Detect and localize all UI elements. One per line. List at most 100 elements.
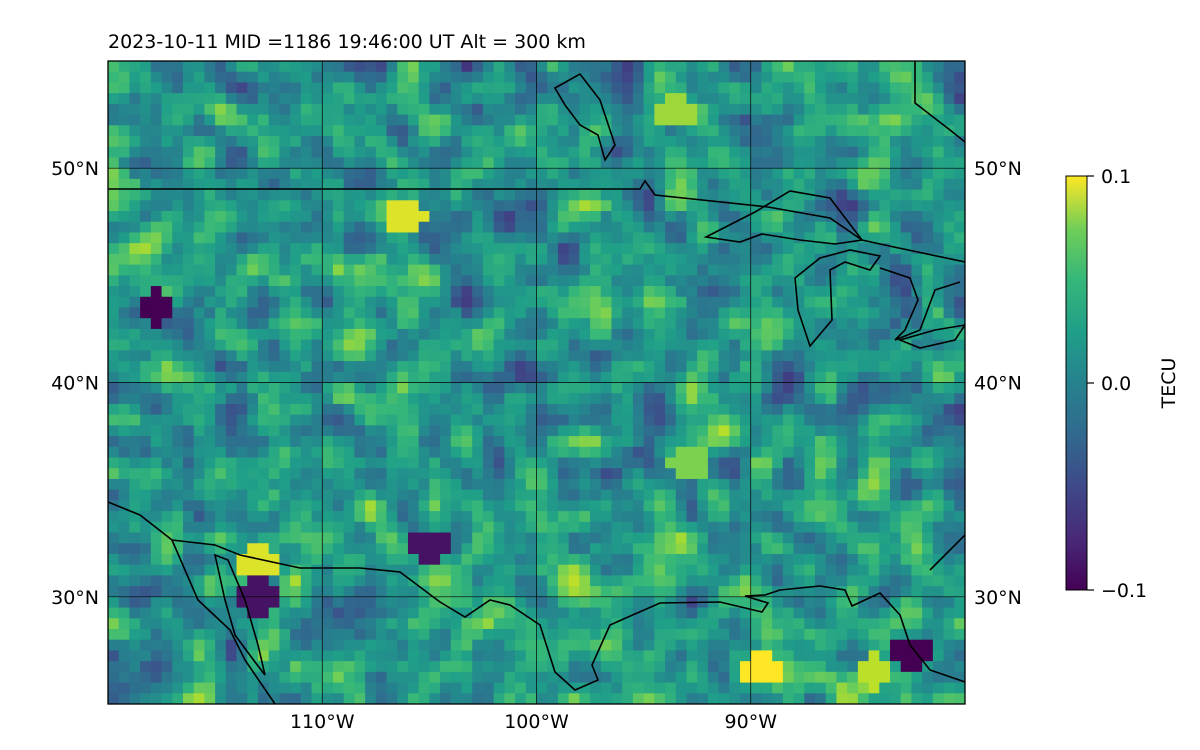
heatmap-cell (772, 446, 784, 459)
heatmap-cell (847, 682, 859, 694)
heatmap-cell (836, 543, 848, 555)
heatmap-cell (407, 371, 420, 384)
heatmap-cell (579, 607, 591, 619)
heatmap-cell (236, 425, 248, 437)
heatmap-cell (954, 586, 965, 598)
heatmap-cell (665, 125, 677, 137)
heatmap-cell (482, 243, 495, 255)
heatmap-cell (943, 211, 955, 223)
heatmap-cell (825, 671, 838, 684)
heatmap-cell (140, 575, 152, 587)
heatmap-cell (804, 243, 816, 255)
heatmap-cell (482, 264, 495, 276)
heatmap-cell (654, 200, 666, 212)
heatmap-cell (440, 489, 452, 501)
heatmap-cell (322, 661, 334, 673)
heatmap-cell (954, 221, 965, 234)
heatmap-cell (215, 221, 227, 234)
heatmap-cell (697, 650, 709, 662)
heatmap-cell (547, 596, 559, 609)
heatmap-cell (547, 371, 559, 384)
heatmap-cell (525, 425, 538, 437)
heatmap-cell (782, 500, 795, 512)
heatmap-cell (547, 436, 559, 448)
heatmap-cell (225, 446, 238, 459)
heatmap-cell (922, 168, 934, 180)
heatmap-cell (525, 553, 538, 566)
heatmap-cell (772, 564, 784, 576)
heatmap-cell (161, 661, 173, 673)
heatmap-cell (140, 382, 152, 394)
heatmap-cell (718, 382, 730, 394)
heatmap-cell (257, 232, 270, 244)
heatmap-cell (268, 178, 280, 191)
heatmap-cell (579, 682, 591, 694)
heatmap-cell (504, 489, 516, 501)
heatmap-cell (536, 221, 548, 234)
heatmap-cell (815, 264, 827, 276)
heatmap-cell (804, 511, 816, 523)
heatmap-cell (365, 436, 377, 448)
heatmap-cell (182, 296, 195, 309)
heatmap-cell (922, 211, 934, 223)
heatmap-cell (600, 553, 613, 566)
heatmap-cell (954, 296, 965, 309)
heatmap-cell (804, 125, 816, 137)
heatmap-cell (611, 61, 623, 73)
heatmap-cell (236, 478, 248, 491)
heatmap-cell (290, 446, 302, 459)
heatmap-cell (365, 671, 377, 684)
heatmap-cell (879, 103, 891, 116)
heatmap-cell (365, 168, 377, 180)
heatmap-cell (900, 125, 913, 137)
heatmap-cell (665, 146, 677, 159)
heatmap-cell (461, 136, 473, 148)
heatmap-cell (525, 253, 538, 266)
heatmap-cell (247, 521, 259, 534)
heatmap-cell (140, 639, 152, 652)
heatmap-cell (407, 382, 420, 394)
heatmap-cell (140, 436, 152, 448)
heatmap-cell (890, 393, 902, 405)
heatmap-cell (557, 564, 570, 576)
heatmap-cell (354, 178, 366, 191)
heatmap-cell (643, 371, 655, 384)
heatmap-cell (311, 693, 323, 704)
heatmap-cell (729, 521, 741, 534)
heatmap-cell (397, 661, 409, 673)
heatmap-cell (590, 103, 602, 116)
heatmap-cell (922, 393, 934, 405)
heatmap-cell (879, 628, 891, 641)
heatmap-cell (504, 693, 516, 704)
heatmap-cell (611, 136, 623, 148)
heatmap-cell (204, 157, 216, 169)
heatmap-cell (857, 489, 870, 501)
heatmap-cell (943, 446, 955, 459)
heatmap-cell (857, 403, 870, 416)
heatmap-cell (204, 361, 216, 373)
heatmap-cell (300, 307, 313, 319)
heatmap-cell (836, 350, 848, 362)
heatmap-cell (236, 200, 248, 212)
heatmap-cell (236, 189, 248, 201)
heatmap-cell (900, 403, 913, 416)
heatmap-cell (718, 82, 730, 94)
heatmap-cell (515, 596, 527, 609)
heatmap-cell (697, 393, 709, 405)
heatmap-cell (943, 361, 955, 373)
heatmap-cell (890, 468, 902, 480)
heatmap-cell (236, 500, 248, 512)
heatmap-cell (622, 61, 634, 73)
heatmap-cell (922, 650, 934, 662)
heatmap-cell (611, 618, 623, 630)
heatmap-cell (290, 146, 302, 159)
heatmap-cell (868, 275, 880, 287)
heatmap-cell (118, 553, 131, 566)
heatmap-cell (815, 511, 827, 523)
heatmap-cell (386, 264, 398, 276)
heatmap-cell (354, 382, 366, 394)
heatmap-cell (622, 382, 634, 394)
heatmap-cell (857, 200, 870, 212)
heatmap-cell (429, 586, 441, 598)
heatmap-cell (825, 414, 838, 426)
